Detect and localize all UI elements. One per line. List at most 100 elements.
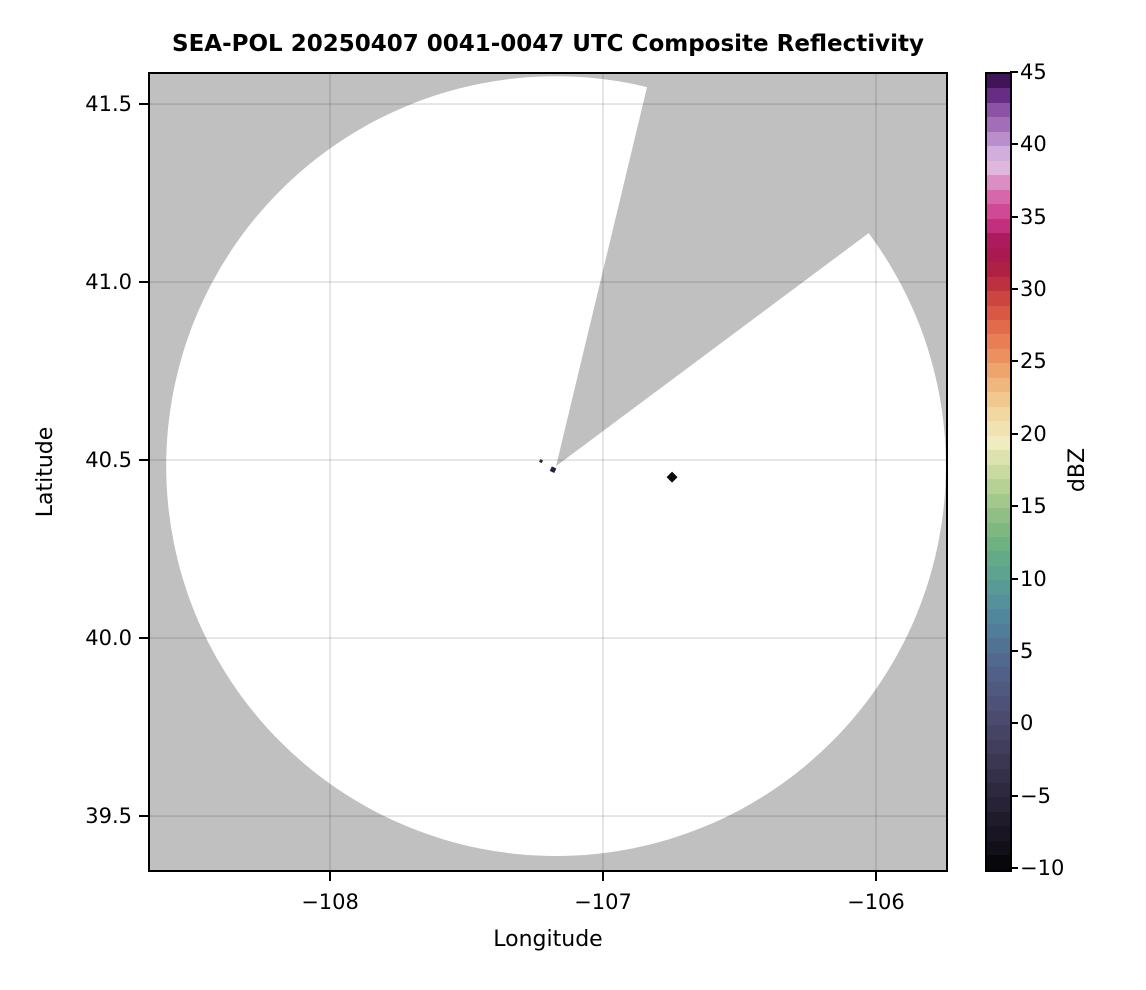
colorbar-band xyxy=(987,435,1010,451)
colorbar-tick-mark xyxy=(1010,71,1018,73)
colorbar-band xyxy=(987,710,1010,726)
colorbar-band xyxy=(987,652,1010,668)
colorbar-band xyxy=(987,392,1010,407)
colorbar-tick-label: 10 xyxy=(1020,566,1047,591)
colorbar-tick-label: 20 xyxy=(1020,421,1047,446)
colorbar-tick-mark xyxy=(1010,360,1018,363)
colorbar-band xyxy=(987,855,1010,870)
colorbar-band xyxy=(987,739,1010,755)
colorbar-tick-label: 45 xyxy=(1020,60,1047,84)
colorbar-band xyxy=(987,291,1010,306)
colorbar-tick-label: −5 xyxy=(1020,783,1051,808)
colorbar-band xyxy=(987,768,1010,783)
colorbar-tick-label: 35 xyxy=(1020,204,1047,229)
y-tick-label: 39.5 xyxy=(85,804,132,829)
edge-artifact-dash xyxy=(560,78,565,80)
edge-artifact-dash xyxy=(552,77,557,79)
colorbar-band xyxy=(987,797,1010,812)
colorbar-tick-label: 25 xyxy=(1020,349,1047,374)
colorbar-band xyxy=(987,348,1010,364)
colorbar-band xyxy=(987,580,1010,595)
x-tick-mark xyxy=(874,872,877,881)
colorbar-band xyxy=(987,696,1010,711)
colorbar-band xyxy=(987,811,1010,827)
colorbar-band xyxy=(987,262,1010,277)
colorbar-tick-mark xyxy=(1010,867,1018,869)
colorbar-tick-mark xyxy=(1010,577,1018,580)
colorbar-band xyxy=(987,117,1010,132)
colorbar-band xyxy=(987,421,1010,436)
colorbar-tick-label: 40 xyxy=(1020,132,1047,157)
y-tick-mark xyxy=(139,459,148,462)
colorbar-band xyxy=(987,305,1010,320)
colorbar-tick-label: 0 xyxy=(1020,711,1034,736)
colorbar-band xyxy=(987,537,1010,552)
colorbar-band xyxy=(987,609,1010,624)
colorbar-band xyxy=(987,319,1010,335)
colorbar-band xyxy=(987,450,1010,465)
colorbar-band xyxy=(987,377,1010,393)
edge-artifact-dash xyxy=(568,79,573,81)
colorbar-band xyxy=(987,840,1010,856)
colorbar-band xyxy=(987,623,1010,639)
y-tick-label: 41.5 xyxy=(85,92,132,117)
colorbar-band xyxy=(987,667,1010,682)
colorbar-band xyxy=(987,160,1010,176)
echo-marker xyxy=(539,459,544,464)
y-tick-mark xyxy=(139,815,148,818)
x-tick-label: −108 xyxy=(301,890,359,914)
colorbar-tick-mark xyxy=(1010,215,1018,218)
colorbar-band xyxy=(987,363,1010,378)
colorbar-band xyxy=(987,479,1010,494)
colorbar-tick-mark xyxy=(1010,143,1018,146)
y-tick-mark xyxy=(139,637,148,640)
colorbar-tick-mark xyxy=(1010,505,1018,508)
echo-marker xyxy=(666,471,678,483)
x-tick-mark xyxy=(601,872,604,881)
plot-title: SEA-POL 20250407 0041-0047 UTC Composite… xyxy=(172,31,924,57)
colorbar-band xyxy=(987,88,1010,103)
echo-marker xyxy=(549,466,557,474)
blocked-sector-wedge xyxy=(556,72,948,467)
colorbar-band xyxy=(987,782,1010,798)
edge-artifact-dash xyxy=(544,79,549,81)
colorbar-tick-mark xyxy=(1010,649,1018,652)
colorbar-band xyxy=(987,218,1010,234)
x-tick-mark xyxy=(329,872,332,881)
y-tick-mark xyxy=(139,103,148,106)
colorbar xyxy=(985,72,1012,872)
colorbar-band xyxy=(987,131,1010,147)
colorbar-band xyxy=(987,204,1010,219)
colorbar-band xyxy=(987,551,1010,566)
colorbar-band xyxy=(987,594,1010,610)
colorbar-band xyxy=(987,754,1010,769)
colorbar-band xyxy=(987,464,1010,480)
colorbar-band xyxy=(987,189,1010,205)
colorbar-band xyxy=(987,233,1010,248)
colorbar-band xyxy=(987,522,1010,537)
colorbar-band xyxy=(987,638,1010,653)
colorbar-band xyxy=(987,725,1010,740)
colorbar-tick-mark xyxy=(1010,794,1018,797)
x-tick-label: −106 xyxy=(847,890,905,914)
colorbar-tick-mark xyxy=(1010,722,1018,725)
colorbar-band xyxy=(987,247,1010,263)
y-tick-label: 40.5 xyxy=(85,448,132,473)
y-tick-label: 40.0 xyxy=(85,626,132,651)
colorbar-band xyxy=(987,334,1010,349)
colorbar-band xyxy=(987,406,1010,422)
colorbar-band xyxy=(987,276,1010,292)
colorbar-tick-mark xyxy=(1010,288,1018,291)
colorbar-band xyxy=(987,826,1010,841)
colorbar-band xyxy=(987,508,1010,523)
x-axis-label: Longitude xyxy=(493,927,603,952)
y-tick-mark xyxy=(139,281,148,284)
colorbar-tick-label: 15 xyxy=(1020,494,1047,519)
y-tick-label: 41.0 xyxy=(85,270,132,295)
colorbar-band xyxy=(987,175,1010,190)
x-tick-label: −107 xyxy=(574,890,632,914)
colorbar-band xyxy=(987,146,1010,161)
axes-spine xyxy=(148,72,948,872)
plot-area xyxy=(148,72,948,872)
